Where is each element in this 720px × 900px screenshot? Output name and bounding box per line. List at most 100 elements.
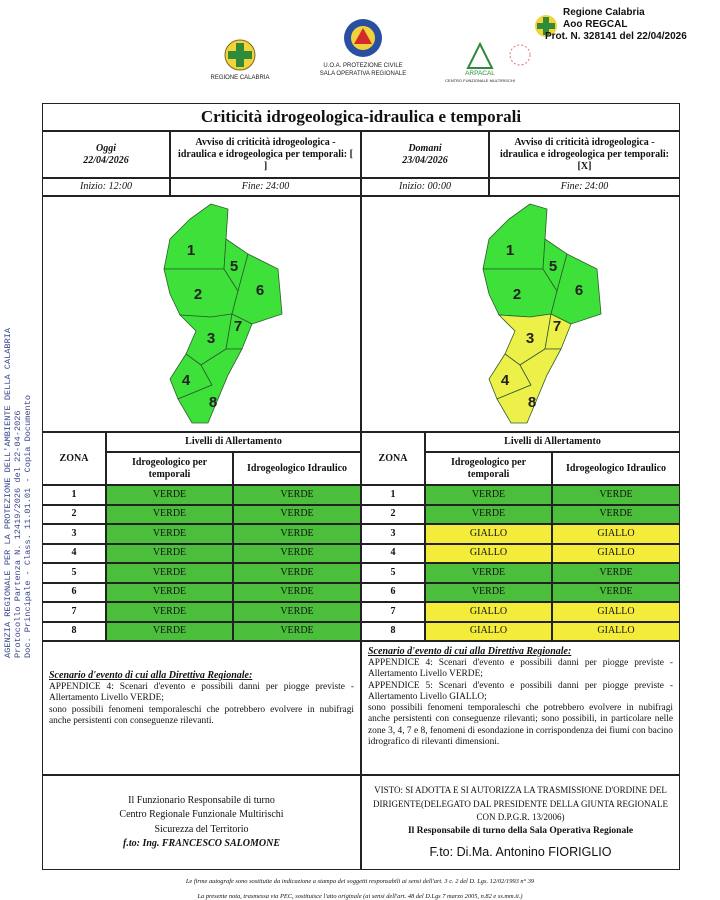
level-cell: VERDE xyxy=(552,582,680,602)
zone-number: 5 xyxy=(42,563,106,583)
level-cell: GIALLO xyxy=(425,524,552,544)
signature-line: VISTO: SI ADOTTA E SI AUTORIZZA LA TRASM… xyxy=(373,785,668,823)
signature: VISTO: SI ADOTTA E SI AUTORIZZA LA TRASM… xyxy=(361,775,680,870)
logo-caption: SALA OPERATIVA REGIONALE xyxy=(319,71,407,77)
map-panel: 1 2 3 4 5 6 7 8 xyxy=(361,196,680,432)
signature-line: f.to: Ing. FRANCESCO SALOMONE xyxy=(123,838,280,849)
level-cell: GIALLO xyxy=(425,602,552,622)
level-cell: VERDE xyxy=(106,543,233,563)
notice: Avviso di criticità idrogeologica - idra… xyxy=(170,131,361,178)
level-cell: GIALLO xyxy=(425,543,552,563)
zone-map: 1 2 3 4 5 6 7 8 xyxy=(482,203,602,424)
level-cell: VERDE xyxy=(106,504,233,524)
scenario: Scenario d'evento di cui alla Direttiva … xyxy=(361,641,680,775)
level-cell: VERDE xyxy=(233,621,361,641)
level-cell: VERDE xyxy=(233,485,361,505)
level-cell: GIALLO xyxy=(552,621,680,641)
level-cell: VERDE xyxy=(425,563,552,583)
signature-line: Centro Regionale Funzionale Multirischi xyxy=(119,809,284,820)
zone-label: 1 xyxy=(187,242,195,259)
zone-label: 8 xyxy=(209,394,217,411)
stamp-line: AGENZIA REGIONALE PER LA PROTEZIONE DELL… xyxy=(3,327,13,658)
level-cell: VERDE xyxy=(106,602,233,622)
column-header: Idrogeologico per temporali xyxy=(106,452,233,485)
signature: Il Funzionario Responsabile di turno Cent… xyxy=(42,775,361,870)
zone-label: 8 xyxy=(528,394,536,411)
map-group: 1 2 3 4 5 6 7 8 xyxy=(163,203,283,424)
protocol-line: Aoo REGCAL xyxy=(563,19,628,30)
column-header: Idrogeologico per temporali xyxy=(425,452,552,485)
zone-number: 8 xyxy=(361,621,425,641)
protocol-line: Regione Calabria xyxy=(563,7,645,18)
levels-header: Livelli di Allertamento xyxy=(425,432,680,452)
zone-label: 1 xyxy=(506,242,514,259)
stamp-line: Doc. Principale - Class. 11.01.01 - Copi… xyxy=(23,394,33,658)
stamp-line: Protocollo Partenza N. 12419/2026 del 22… xyxy=(13,410,23,658)
level-cell: VERDE xyxy=(233,582,361,602)
zone-number: 5 xyxy=(361,563,425,583)
zone-label: 2 xyxy=(194,286,202,303)
level-cell: GIALLO xyxy=(552,602,680,622)
scenario-heading: Scenario d'evento di cui alla Direttiva … xyxy=(49,670,253,681)
column-header: Idrogeologico Idraulico xyxy=(233,452,361,485)
zone-label: 2 xyxy=(513,286,521,303)
signature-line: Il Funzionario Responsabile di turno xyxy=(128,794,275,806)
level-cell: VERDE xyxy=(233,602,361,622)
side-stamp: AGENZIA REGIONALE PER LA PROTEZIONE DELL… xyxy=(3,278,33,658)
protocol-line: Prot. N. 328141 del 22/04/2026 xyxy=(545,31,687,42)
zone-number: 7 xyxy=(361,602,425,622)
zone-label: 6 xyxy=(575,282,583,299)
calabria-emblem xyxy=(224,39,256,71)
map-zone xyxy=(482,203,548,270)
protocol-block: Regione Calabria Aoo REGCAL Prot. N. 328… xyxy=(545,7,687,43)
zone-number: 8 xyxy=(42,621,106,641)
level-cell: VERDE xyxy=(106,485,233,505)
level-cell: VERDE xyxy=(233,504,361,524)
level-cell: GIALLO xyxy=(425,621,552,641)
start-time: Inizio: 12:00 xyxy=(42,178,170,196)
zone-number: 3 xyxy=(361,524,425,544)
zone-map: 1 2 3 4 5 6 7 8 xyxy=(163,203,283,424)
levels-header: Livelli di Allertamento xyxy=(106,432,361,452)
scenario-text: APPENDICE 4: Scenari d'evento e possibil… xyxy=(49,682,354,704)
zone-label: 5 xyxy=(230,258,238,275)
day-date: 23/04/2026 xyxy=(402,154,448,166)
zone-number: 1 xyxy=(42,485,106,505)
scenario-text: APPENDICE 4: Scenari d'evento e possibil… xyxy=(368,658,673,680)
scenario-text: sono possibili fenomeni temporaleschi ch… xyxy=(368,703,673,747)
level-cell: VERDE xyxy=(106,563,233,583)
scenario: Scenario d'evento di cui alla Direttiva … xyxy=(42,641,361,775)
zone-number: 7 xyxy=(42,602,106,622)
zone-number: 4 xyxy=(42,543,106,563)
level-cell: VERDE xyxy=(425,582,552,602)
logo-caption: U.O.A. PROTEZIONE CIVILE xyxy=(323,63,403,69)
zone-label: 7 xyxy=(234,318,242,335)
zone-label: 3 xyxy=(526,330,534,347)
footnote: La presente nota, trasmessa via PEC, sos… xyxy=(197,893,523,900)
day-label: Domani xyxy=(408,142,442,154)
zone-label: 4 xyxy=(501,372,510,389)
day-label: Oggi xyxy=(96,142,116,154)
map-group: 1 2 3 4 5 6 7 8 xyxy=(482,203,602,424)
logo-caption: REGIONE CALABRIA xyxy=(210,75,270,81)
level-cell: VERDE xyxy=(425,504,552,524)
zone-header: ZONA xyxy=(42,432,106,485)
protocol-emblem xyxy=(535,15,557,37)
zone-number: 6 xyxy=(42,582,106,602)
logo-caption: CENTRO FUNZIONALE MULTIRISCHI xyxy=(445,78,515,83)
zone-header: ZONA xyxy=(361,432,425,485)
level-cell: VERDE xyxy=(233,563,361,583)
day-cell: Oggi 22/04/2026 xyxy=(42,131,170,178)
level-cell: VERDE xyxy=(106,621,233,641)
arpacal-emblem xyxy=(466,41,531,69)
zone-label: 5 xyxy=(549,258,557,275)
level-cell: VERDE xyxy=(233,543,361,563)
document-title: Criticità idrogeologica-idraulica e temp… xyxy=(42,103,680,131)
column-header: Idrogeologico Idraulico xyxy=(552,452,680,485)
day-cell: Domani 23/04/2026 xyxy=(361,131,489,178)
zone-label: 4 xyxy=(182,372,191,389)
end-time: Fine: 24:00 xyxy=(170,178,361,196)
level-cell: VERDE xyxy=(552,563,680,583)
signature-line: F.to: Di.Ma. Antonino FIORIGLIO xyxy=(429,844,612,859)
